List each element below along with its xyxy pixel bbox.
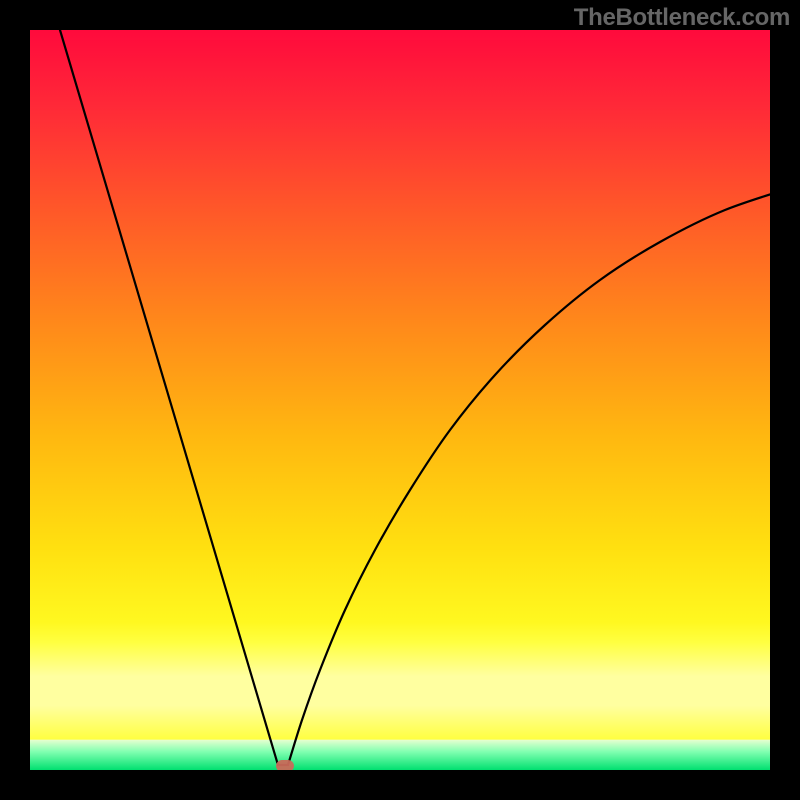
bottleneck-chart xyxy=(0,0,800,800)
green-strip xyxy=(30,740,770,770)
watermark-text: TheBottleneck.com xyxy=(574,4,790,32)
chart-container: TheBottleneck.com xyxy=(0,0,800,800)
yellow-band xyxy=(30,642,770,740)
